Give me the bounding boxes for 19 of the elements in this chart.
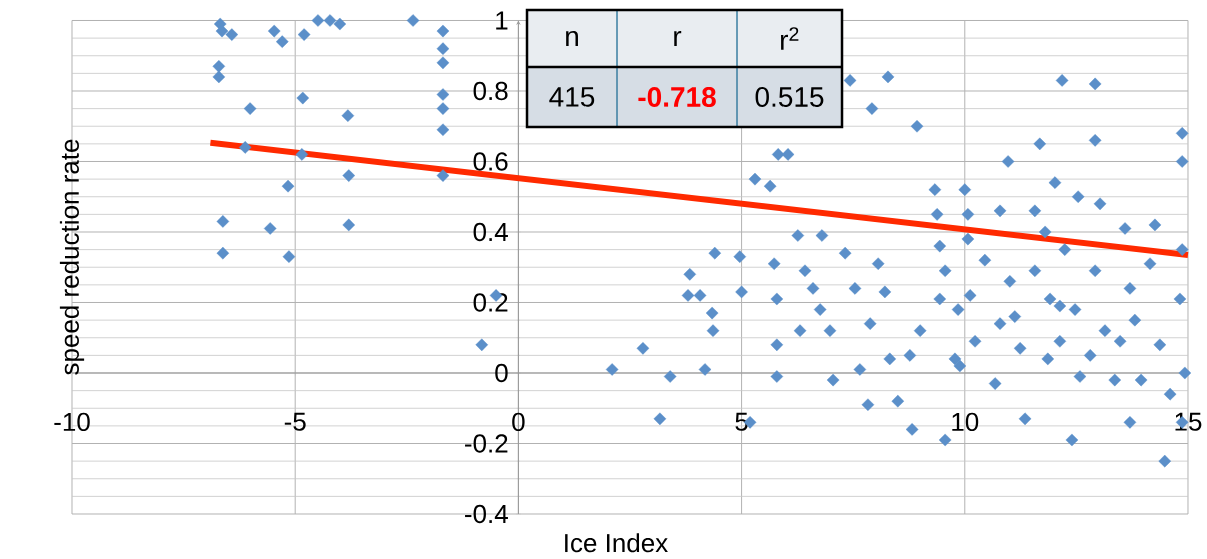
annotation: 0.515 (755, 87, 824, 107)
y-tick-label: 0.6 (473, 152, 508, 171)
x-axis-title: Ice Index (565, 533, 668, 553)
x-tick-label: -10 (54, 412, 90, 432)
y-tick-label: -0.2 (465, 434, 508, 453)
y-tick-label: -0.4 (465, 504, 508, 524)
x-tick-label: -5 (284, 412, 306, 431)
y-tick-label: 0 (495, 363, 508, 383)
x-tick-label: 0 (512, 412, 525, 432)
y-tick-label: 0.4 (473, 222, 508, 242)
annotation: 415 (549, 87, 595, 107)
y-axis-title: speed reduction rate (59, 139, 85, 375)
annotation: -0.718 (638, 87, 716, 107)
annotation: n (566, 30, 578, 47)
annotation: r (674, 30, 682, 47)
y-tick-label: 1 (496, 11, 508, 30)
x-tick-label: 10 (952, 412, 979, 432)
y-tick-label: 0.8 (473, 81, 508, 101)
annotation: r$^{2}$ (781, 27, 799, 50)
